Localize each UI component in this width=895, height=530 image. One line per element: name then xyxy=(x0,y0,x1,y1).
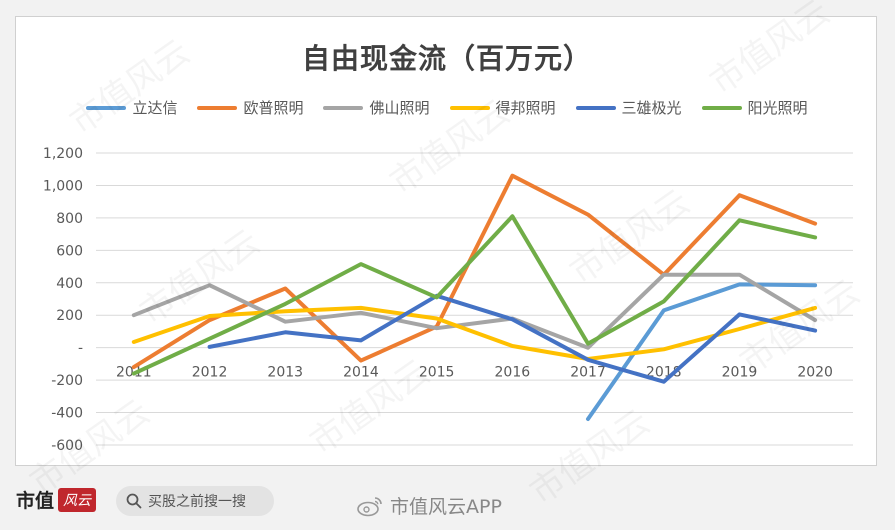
legend-swatch xyxy=(449,105,490,110)
legend-label: 立达信 xyxy=(132,99,178,117)
legend-item: 佛山照明 xyxy=(323,97,430,118)
x-tick-label: 2020 xyxy=(797,365,833,381)
brand-text: 市值风云APP xyxy=(390,496,502,518)
legend-item: 立达信 xyxy=(86,97,177,118)
legend-item: 欧普照明 xyxy=(197,97,303,118)
chart-title: 自由现金流（百万元） xyxy=(301,42,592,75)
series-line xyxy=(131,272,818,350)
y-tick-label: 400 xyxy=(56,276,83,292)
weibo-icon xyxy=(357,496,382,516)
legend-label: 阳光照明 xyxy=(747,99,808,117)
chart-card: 自由现金流（百万元） 立达信 欧普照明 佛山照明 得邦照明 三雄极光 阳光照明 1,200… xyxy=(15,16,877,466)
x-tick-label: 2019 xyxy=(722,365,758,381)
legend-label: 佛山照明 xyxy=(369,99,430,117)
legend-swatch xyxy=(323,105,364,110)
legend-label: 得邦照明 xyxy=(495,99,556,117)
y-tick-label: 1,000 xyxy=(43,178,83,194)
series-line xyxy=(207,293,818,384)
x-tick-label: 2013 xyxy=(267,365,303,381)
legend-item: 三雄极光 xyxy=(575,97,682,118)
brand: 市值风云APP xyxy=(356,492,502,519)
y-tick-label: 800 xyxy=(56,211,83,227)
series-line xyxy=(131,305,818,361)
search-placeholder: 买股之前搜一搜 xyxy=(148,494,246,510)
y-tick-label: -200 xyxy=(51,373,83,389)
y-tick-label: -400 xyxy=(51,406,83,422)
x-tick-label: 2012 xyxy=(192,365,228,381)
logo: 市值 风云 xyxy=(16,486,97,513)
y-tick-label: 1,200 xyxy=(43,146,83,162)
legend-item: 得邦照明 xyxy=(449,97,556,118)
legend-swatch xyxy=(701,105,742,110)
x-tick-label: 2016 xyxy=(495,365,531,381)
x-tick-label: 2015 xyxy=(419,365,455,381)
series-line xyxy=(131,214,818,376)
chart-legend: 立达信 欧普照明 佛山照明 得邦照明 三雄极光 阳光照明 xyxy=(16,97,878,118)
x-tick-label: 2018 xyxy=(646,365,682,381)
x-tick-label: 2014 xyxy=(343,365,379,381)
legend-swatch xyxy=(197,105,238,110)
search-box[interactable]: 买股之前搜一搜 xyxy=(116,486,274,516)
series-line xyxy=(586,282,818,421)
x-tick-label: 2017 xyxy=(570,365,606,381)
search-icon xyxy=(126,493,142,509)
legend-swatch xyxy=(86,105,127,110)
y-tick-label: 200 xyxy=(56,308,83,324)
legend-label: 三雄极光 xyxy=(621,99,682,117)
legend-item: 阳光照明 xyxy=(701,97,808,118)
legend-swatch xyxy=(575,105,616,110)
y-tick-label: 600 xyxy=(56,243,83,259)
legend-label: 欧普照明 xyxy=(243,99,304,117)
logo-mark: 风云 xyxy=(58,487,97,512)
logo-text: 市值 xyxy=(16,490,55,512)
footer: 市值 风云 买股之前搜一搜 市值风云APP xyxy=(0,478,895,530)
y-tick-label: -600 xyxy=(51,438,83,454)
y-tick-label: - xyxy=(78,341,83,357)
